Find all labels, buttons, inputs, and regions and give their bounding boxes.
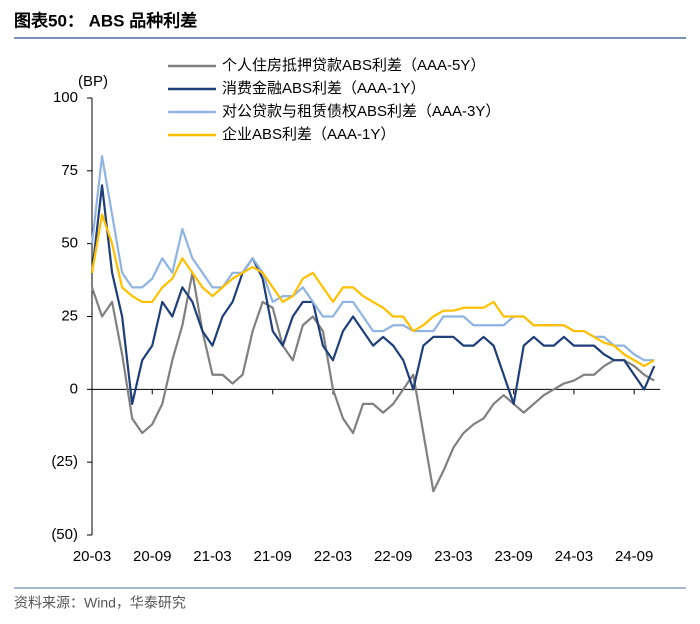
x-tick-label: 20-03 (73, 548, 111, 565)
page-title: 图表50： ABS 品种利差 (14, 10, 197, 30)
x-tick-label: 20-09 (133, 548, 171, 565)
x-tick-label: 22-09 (374, 548, 412, 565)
source: 资料来源：Wind，华泰研究 (14, 595, 186, 611)
y-tick-label: (25) (51, 453, 78, 470)
x-tick-label: 24-09 (615, 548, 653, 565)
y-tick-label: 100 (53, 89, 78, 106)
y-tick-label: 75 (61, 162, 78, 179)
y-tick-label: 25 (61, 307, 78, 324)
x-tick-label: 21-09 (254, 548, 292, 565)
legend-label: 对公贷款与租赁债权ABS利差（AAA-3Y） (222, 103, 500, 120)
x-tick-label: 23-09 (494, 548, 532, 565)
series-line (90, 271, 655, 493)
series-line (90, 213, 655, 368)
legend-label: 企业ABS利差（AAA-1Y） (222, 125, 395, 143)
x-tick-label: 22-03 (314, 548, 352, 565)
legend-label: 个人住房抵押贷款ABS利差（AAA-5Y） (222, 57, 485, 74)
x-tick-label: 23-03 (434, 548, 472, 565)
y-tick-label: 0 (70, 380, 78, 397)
y-tick-label: 50 (61, 235, 78, 252)
x-tick-label: 24-03 (555, 548, 593, 565)
y-tick-label: (50) (51, 526, 78, 543)
x-tick-label: 21-03 (193, 548, 231, 565)
legend-label: 消费金融ABS利差（AAA-1Y） (222, 80, 425, 97)
series-line (90, 184, 656, 405)
y-axis-label: (BP) (78, 73, 108, 90)
